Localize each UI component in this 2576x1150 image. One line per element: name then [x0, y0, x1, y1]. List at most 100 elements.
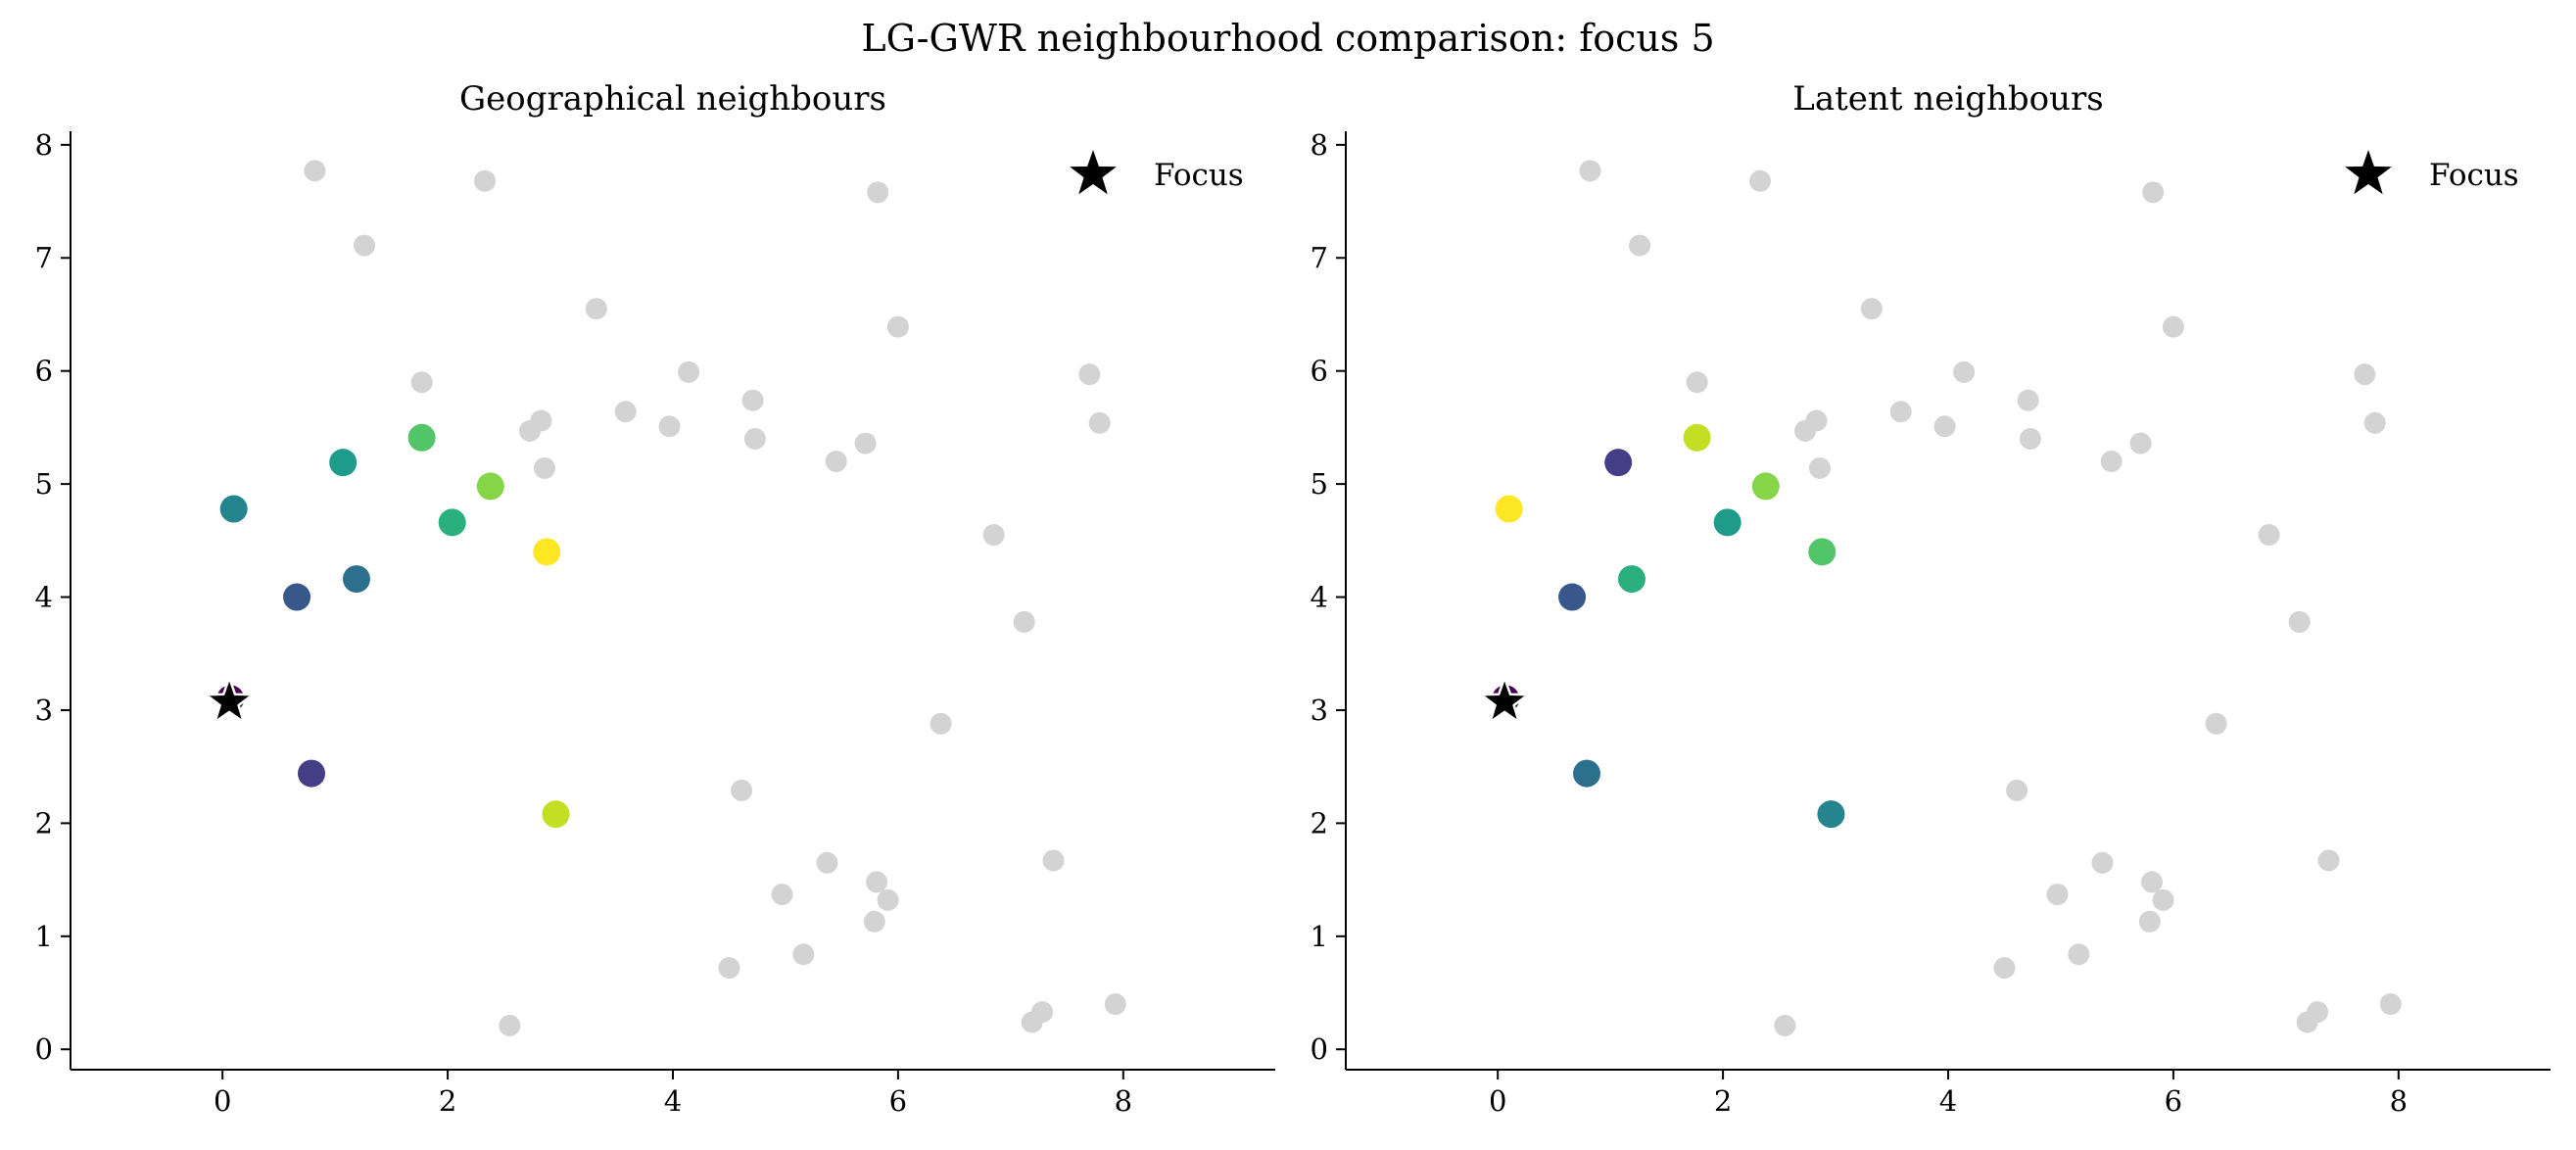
latent-y-tick-label: 2 [1311, 806, 1328, 839]
latent-background-point [2100, 451, 2123, 473]
geo-y-tick-label: 7 [35, 241, 53, 274]
latent-background-point [2354, 363, 2376, 386]
latent-background-point [2091, 851, 2114, 874]
geo-background-point [1088, 411, 1111, 434]
latent-background-point [1579, 160, 1601, 182]
latent-y-tick-label: 0 [1311, 1032, 1328, 1066]
latent-background-point [2141, 871, 2164, 893]
latent-background-point [2129, 432, 2152, 455]
geo-background-point [877, 888, 899, 911]
geo-y-tick-label: 5 [35, 467, 53, 501]
latent-background-point [2152, 888, 2174, 911]
geo-background-point [585, 298, 607, 320]
latent-neighbour-point [1683, 423, 1711, 452]
geo-background-point [731, 779, 753, 801]
latent-background-point [2138, 910, 2161, 933]
geo-neighbour-point [283, 583, 311, 611]
latent-background-point [2258, 524, 2280, 547]
geo-background-point [741, 389, 764, 411]
geo-background-point [1078, 363, 1101, 386]
latent-y-tick-label: 1 [1311, 920, 1328, 953]
figure-suptitle: LG-GWR neighbourhood comparison: focus 5 [861, 17, 1714, 60]
geo-background-point [354, 234, 376, 257]
latent-background-point [2205, 712, 2227, 735]
geo-background-point [867, 181, 889, 204]
latent-neighbour-point [1558, 583, 1587, 611]
latent-background-point [1805, 409, 1828, 432]
geo-neighbour-point [342, 565, 370, 594]
latent-background-point [2317, 849, 2340, 872]
latent-legend-label: Focus [2429, 158, 2519, 193]
geo-neighbour-point [407, 423, 436, 452]
geo-background-point [1013, 610, 1035, 633]
latent-background-point [1933, 415, 1956, 438]
latent-background-point [2288, 610, 2311, 633]
geo-neighbour-point [438, 508, 466, 537]
latent-y-tick-label: 3 [1311, 694, 1328, 727]
geo-neighbour-point [298, 759, 325, 788]
geo-x-tick-label: 2 [439, 1084, 456, 1118]
geo-x-tick-label: 6 [889, 1084, 907, 1118]
geo-legend-star-icon [1070, 150, 1117, 195]
geo-background-point [474, 169, 497, 192]
latent-background-point [1889, 401, 1912, 423]
latent-background-point [2379, 993, 2402, 1016]
geographical-neighbours-panel: Geographical neighbours 0 2 4 6 8 0 1 2 3 4 5 6 7 8 Foc… [35, 79, 1275, 1118]
latent-y-tick-label: 8 [1311, 128, 1328, 162]
geo-background-point [1021, 1011, 1043, 1033]
geo-neighbour-point [329, 449, 358, 477]
geo-background-point [614, 401, 637, 423]
latent-background-point [1993, 957, 2016, 980]
geo-background-point [304, 160, 326, 182]
geo-background-point [866, 871, 888, 893]
geo-y-tick-label: 1 [35, 920, 53, 953]
latent-neighbour-point [1617, 565, 1646, 594]
latent-background-point [1774, 1014, 1796, 1036]
geo-y-tick-label: 2 [35, 806, 53, 839]
latent-neighbours-panel: Latent neighbours 0 2 4 6 8 0 1 2 3 4 5 6 7 8 Focus [1311, 79, 2551, 1118]
latent-background-point [2162, 315, 2184, 338]
latent-neighbour-point [1604, 449, 1633, 477]
geo-background-point [886, 315, 909, 338]
geo-background-point [410, 371, 433, 394]
latent-y-tick-label: 4 [1311, 581, 1328, 614]
latent-background-point [2363, 411, 2386, 434]
geo-background-point [743, 427, 766, 450]
geo-background-point [658, 415, 681, 438]
geo-x-tick-label: 4 [664, 1084, 682, 1118]
latent-background-point [2019, 427, 2041, 450]
latent-background-point [2006, 779, 2028, 801]
geo-neighbour-point [219, 495, 248, 523]
latent-panel-title: Latent neighbours [1792, 79, 2103, 119]
geo-y-tick-label: 6 [35, 355, 53, 388]
geo-neighbour-point [476, 472, 504, 501]
latent-neighbour-point [1808, 538, 1837, 566]
latent-x-tick-label: 4 [1939, 1084, 1957, 1118]
geo-x-tick-label: 0 [214, 1084, 231, 1118]
geo-y-tick-label: 3 [35, 694, 53, 727]
geo-neighbour-point [542, 800, 570, 829]
latent-x-tick-label: 2 [1714, 1084, 1732, 1118]
latent-background-point [2046, 884, 2069, 906]
geo-y-tick-label: 4 [35, 581, 53, 614]
geo-background-point [816, 851, 838, 874]
geo-background-point [530, 409, 552, 432]
geo-background-point [863, 910, 885, 933]
geo-legend-label: Focus [1154, 158, 1244, 193]
latent-legend-star-icon [2345, 150, 2392, 195]
latent-background-point [1629, 234, 1651, 257]
geo-background-point [1042, 849, 1065, 872]
geo-y-tick-label: 8 [35, 128, 53, 162]
geo-background-point [718, 957, 740, 980]
geo-background-point [1104, 993, 1126, 1016]
geo-panel-title: Geographical neighbours [459, 79, 886, 119]
latent-neighbour-point [1495, 495, 1523, 523]
latent-x-tick-label: 0 [1489, 1084, 1506, 1118]
geo-y-tick-label: 0 [35, 1032, 53, 1066]
geo-background-point [792, 943, 815, 966]
latent-y-tick-label: 6 [1311, 355, 1328, 388]
latent-neighbour-point [1817, 800, 1845, 829]
geo-neighbour-point [533, 538, 561, 566]
geo-focus-star-icon [205, 676, 255, 724]
